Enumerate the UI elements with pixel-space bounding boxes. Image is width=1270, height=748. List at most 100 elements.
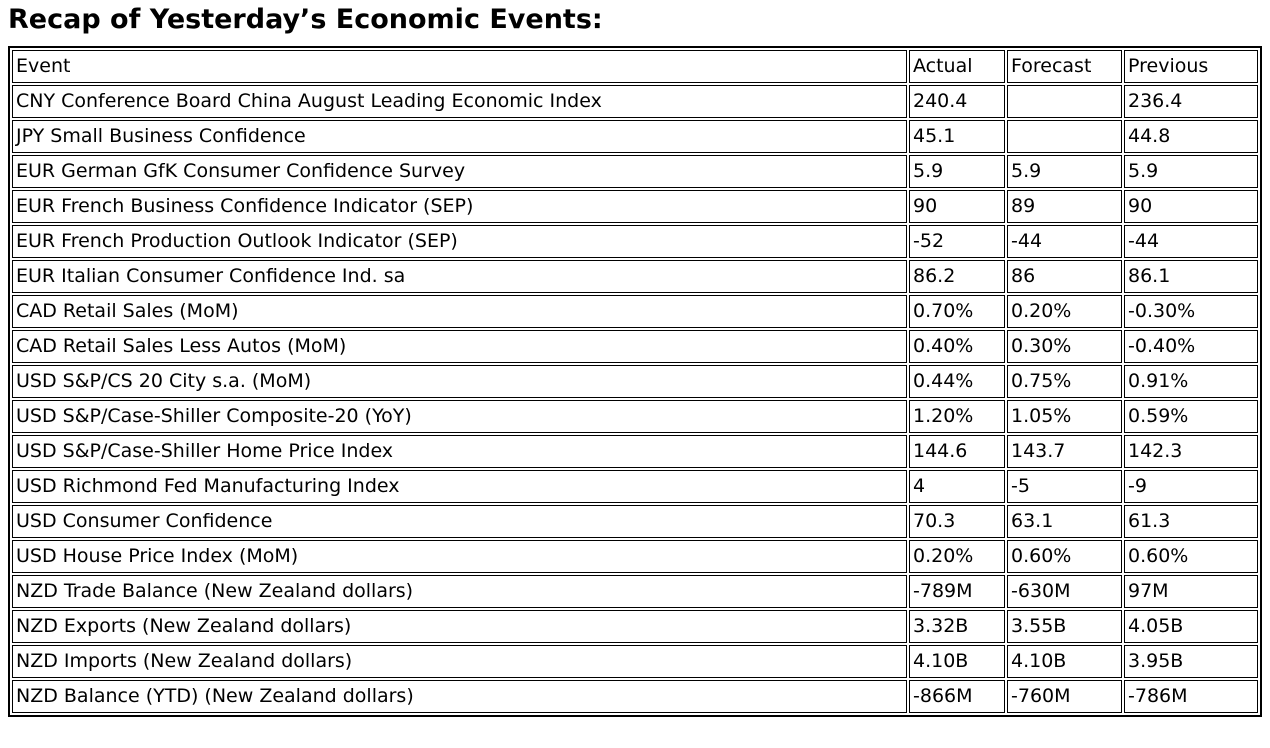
cell-actual: 144.6 bbox=[909, 435, 1005, 469]
cell-event: NZD Imports (New Zealand dollars) bbox=[12, 645, 907, 679]
cell-event: JPY Small Business Confidence bbox=[12, 120, 907, 154]
table-row: USD Consumer Confidence 70.3 63.1 61.3 bbox=[12, 505, 1258, 539]
cell-event: EUR French Business Confidence Indicator… bbox=[12, 190, 907, 224]
table-row: USD S&P/Case-Shiller Composite-20 (YoY) 1… bbox=[12, 400, 1258, 434]
cell-event: CAD Retail Sales (MoM) bbox=[12, 295, 907, 329]
cell-actual: 45.1 bbox=[909, 120, 1005, 154]
table-row: CAD Retail Sales (MoM) 0.70% 0.20% -0.30% bbox=[12, 295, 1258, 329]
table-row: JPY Small Business Confidence 45.1 44.8 bbox=[12, 120, 1258, 154]
cell-forecast: -5 bbox=[1007, 470, 1122, 504]
cell-forecast: 86 bbox=[1007, 260, 1122, 294]
cell-previous: -786M bbox=[1124, 680, 1258, 714]
cell-forecast: 5.9 bbox=[1007, 155, 1122, 189]
cell-previous: 4.05B bbox=[1124, 610, 1258, 644]
column-header-forecast: Forecast bbox=[1007, 50, 1122, 84]
cell-actual: 4.10B bbox=[909, 645, 1005, 679]
cell-forecast: 0.30% bbox=[1007, 330, 1122, 364]
cell-previous: 44.8 bbox=[1124, 120, 1258, 154]
table-body: CNY Conference Board China August Leadin… bbox=[12, 85, 1258, 714]
table-row: NZD Exports (New Zealand dollars) 3.32B 3.… bbox=[12, 610, 1258, 644]
table-row: EUR German GfK Consumer Confidence Surve… bbox=[12, 155, 1258, 189]
cell-forecast: 0.60% bbox=[1007, 540, 1122, 574]
table-row: USD Richmond Fed Manufacturing Index 4 -5-… bbox=[12, 470, 1258, 504]
cell-previous: 97M bbox=[1124, 575, 1258, 609]
table-row: EUR French Business Confidence Indicator… bbox=[12, 190, 1258, 224]
cell-forecast: 0.75% bbox=[1007, 365, 1122, 399]
table-row: EUR Italian Consumer Confidence Ind. sa 8… bbox=[12, 260, 1258, 294]
cell-event: EUR Italian Consumer Confidence Ind. sa bbox=[12, 260, 907, 294]
cell-forecast bbox=[1007, 85, 1122, 119]
cell-actual: 0.20% bbox=[909, 540, 1005, 574]
cell-event: NZD Balance (YTD) (New Zealand dollars) bbox=[12, 680, 907, 714]
cell-event: USD S&P/CS 20 City s.a. (MoM) bbox=[12, 365, 907, 399]
cell-previous: 5.9 bbox=[1124, 155, 1258, 189]
cell-actual: 0.40% bbox=[909, 330, 1005, 364]
cell-event: USD Consumer Confidence bbox=[12, 505, 907, 539]
cell-previous: 3.95B bbox=[1124, 645, 1258, 679]
table-row: USD House Price Index (MoM) 0.20% 0.60% 0.6… bbox=[12, 540, 1258, 574]
cell-forecast: 3.55B bbox=[1007, 610, 1122, 644]
cell-previous: 0.59% bbox=[1124, 400, 1258, 434]
cell-actual: -52 bbox=[909, 225, 1005, 259]
cell-previous: 90 bbox=[1124, 190, 1258, 224]
cell-forecast: -630M bbox=[1007, 575, 1122, 609]
cell-forecast: 0.20% bbox=[1007, 295, 1122, 329]
cell-actual: 240.4 bbox=[909, 85, 1005, 119]
table-row: CNY Conference Board China August Leadin… bbox=[12, 85, 1258, 119]
cell-forecast: 4.10B bbox=[1007, 645, 1122, 679]
cell-event: USD Richmond Fed Manufacturing Index bbox=[12, 470, 907, 504]
cell-previous: -44 bbox=[1124, 225, 1258, 259]
cell-forecast: -44 bbox=[1007, 225, 1122, 259]
cell-actual: 5.9 bbox=[909, 155, 1005, 189]
cell-event: EUR French Production Outlook Indicator … bbox=[12, 225, 907, 259]
cell-event: CAD Retail Sales Less Autos (MoM) bbox=[12, 330, 907, 364]
table-row: NZD Imports (New Zealand dollars) 4.10B 4.… bbox=[12, 645, 1258, 679]
column-header-actual: Actual bbox=[909, 50, 1005, 84]
table-row: USD S&P/Case-Shiller Home Price Index 144… bbox=[12, 435, 1258, 469]
cell-event: USD S&P/Case-Shiller Home Price Index bbox=[12, 435, 907, 469]
table-row: CAD Retail Sales Less Autos (MoM) 0.40% 0.… bbox=[12, 330, 1258, 364]
cell-event: USD House Price Index (MoM) bbox=[12, 540, 907, 574]
cell-forecast: 143.7 bbox=[1007, 435, 1122, 469]
cell-actual: 0.44% bbox=[909, 365, 1005, 399]
economic-events-table: Event Actual Forecast Previous CNY Confe… bbox=[8, 46, 1262, 718]
cell-actual: 86.2 bbox=[909, 260, 1005, 294]
cell-forecast: 63.1 bbox=[1007, 505, 1122, 539]
cell-previous: 61.3 bbox=[1124, 505, 1258, 539]
cell-actual: 90 bbox=[909, 190, 1005, 224]
cell-previous: 236.4 bbox=[1124, 85, 1258, 119]
cell-event: EUR German GfK Consumer Confidence Surve… bbox=[12, 155, 907, 189]
cell-event: CNY Conference Board China August Leadin… bbox=[12, 85, 907, 119]
cell-previous: 86.1 bbox=[1124, 260, 1258, 294]
cell-previous: -0.40% bbox=[1124, 330, 1258, 364]
cell-actual: -866M bbox=[909, 680, 1005, 714]
cell-previous: 142.3 bbox=[1124, 435, 1258, 469]
cell-actual: 0.70% bbox=[909, 295, 1005, 329]
table-row: EUR French Production Outlook Indicator … bbox=[12, 225, 1258, 259]
table-header: Event Actual Forecast Previous bbox=[12, 50, 1258, 84]
column-header-event: Event bbox=[12, 50, 907, 84]
cell-previous: 0.60% bbox=[1124, 540, 1258, 574]
column-header-previous: Previous bbox=[1124, 50, 1258, 84]
table-row: USD S&P/CS 20 City s.a. (MoM) 0.44% 0.75% 0… bbox=[12, 365, 1258, 399]
cell-actual: 1.20% bbox=[909, 400, 1005, 434]
cell-previous: -9 bbox=[1124, 470, 1258, 504]
cell-previous: 0.91% bbox=[1124, 365, 1258, 399]
cell-event: USD S&P/Case-Shiller Composite-20 (YoY) bbox=[12, 400, 907, 434]
cell-forecast bbox=[1007, 120, 1122, 154]
table-row: NZD Trade Balance (New Zealand dollars) -… bbox=[12, 575, 1258, 609]
cell-actual: 3.32B bbox=[909, 610, 1005, 644]
cell-previous: -0.30% bbox=[1124, 295, 1258, 329]
cell-actual: -789M bbox=[909, 575, 1005, 609]
cell-forecast: 1.05% bbox=[1007, 400, 1122, 434]
cell-event: NZD Exports (New Zealand dollars) bbox=[12, 610, 907, 644]
cell-event: NZD Trade Balance (New Zealand dollars) bbox=[12, 575, 907, 609]
cell-forecast: 89 bbox=[1007, 190, 1122, 224]
page-title: Recap of Yesterday’s Economic Events: bbox=[8, 4, 603, 35]
cell-forecast: -760M bbox=[1007, 680, 1122, 714]
table-row: NZD Balance (YTD) (New Zealand dollars) -… bbox=[12, 680, 1258, 714]
table-header-row: Event Actual Forecast Previous bbox=[12, 50, 1258, 84]
cell-actual: 70.3 bbox=[909, 505, 1005, 539]
cell-actual: 4 bbox=[909, 470, 1005, 504]
